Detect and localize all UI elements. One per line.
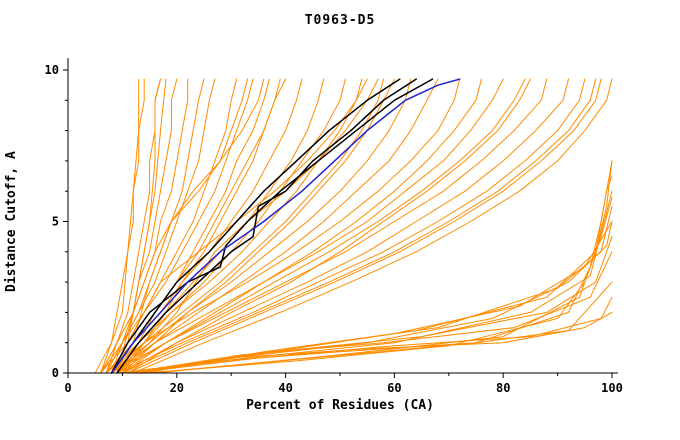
predictions-curve [132, 78, 613, 374]
predictions-curve [111, 78, 548, 374]
predictions-curve [127, 190, 613, 374]
predictions-curve [111, 78, 504, 374]
predictions-curve [132, 221, 613, 374]
predictions-curve [154, 160, 613, 374]
predictions-curve [100, 78, 145, 374]
predictions-curve [121, 78, 569, 374]
predictions-curve [100, 78, 254, 374]
predictions-curve [116, 78, 346, 374]
predictions-curve [116, 78, 439, 374]
predictions-curve [116, 78, 270, 374]
x-tick-label: 0 [64, 381, 71, 395]
x-tick-label: 40 [278, 381, 292, 395]
predictions-curve [143, 205, 613, 374]
predictions-curve [121, 78, 482, 374]
x-tick-label: 80 [496, 381, 510, 395]
predictions-curve [100, 78, 248, 374]
x-tick-label: 20 [170, 381, 184, 395]
predictions-curve [116, 78, 526, 374]
y-tick-label: 0 [52, 366, 59, 380]
highlighted-models-curve [110, 78, 434, 374]
predictions-curve [127, 78, 531, 374]
predictions-curve [105, 78, 216, 374]
predictions-curve [143, 196, 613, 374]
predictions-curve [121, 78, 597, 374]
highlighted-models-curve [116, 78, 417, 374]
predictions-curve [105, 78, 461, 374]
predictions-curve [127, 78, 602, 374]
predictions-curve [127, 251, 613, 374]
predictions-curve [111, 78, 412, 374]
predictions-curve [149, 175, 613, 374]
x-tick-label: 60 [387, 381, 401, 395]
predictions-curve [105, 78, 368, 374]
predictions-curve [138, 160, 613, 374]
predictions-curve [116, 78, 379, 374]
x-tick-label: 100 [601, 381, 623, 395]
y-tick-label: 5 [52, 215, 59, 229]
highlighted-models-curve [110, 78, 401, 374]
predictions-curve [94, 78, 140, 374]
selected-model-curve [110, 78, 461, 374]
chart-title: T0963-D5 [304, 13, 376, 28]
y-axis-label: Distance Cutoff, A [4, 151, 19, 292]
predictions-curve [121, 78, 281, 374]
predictions-curve [116, 78, 586, 374]
predictions-curve [100, 78, 363, 374]
x-axis-label: Percent of Residues (CA) [246, 398, 434, 413]
y-tick-label: 10 [45, 63, 59, 77]
predictions-curve [111, 78, 178, 374]
predictions-curve [111, 78, 384, 374]
